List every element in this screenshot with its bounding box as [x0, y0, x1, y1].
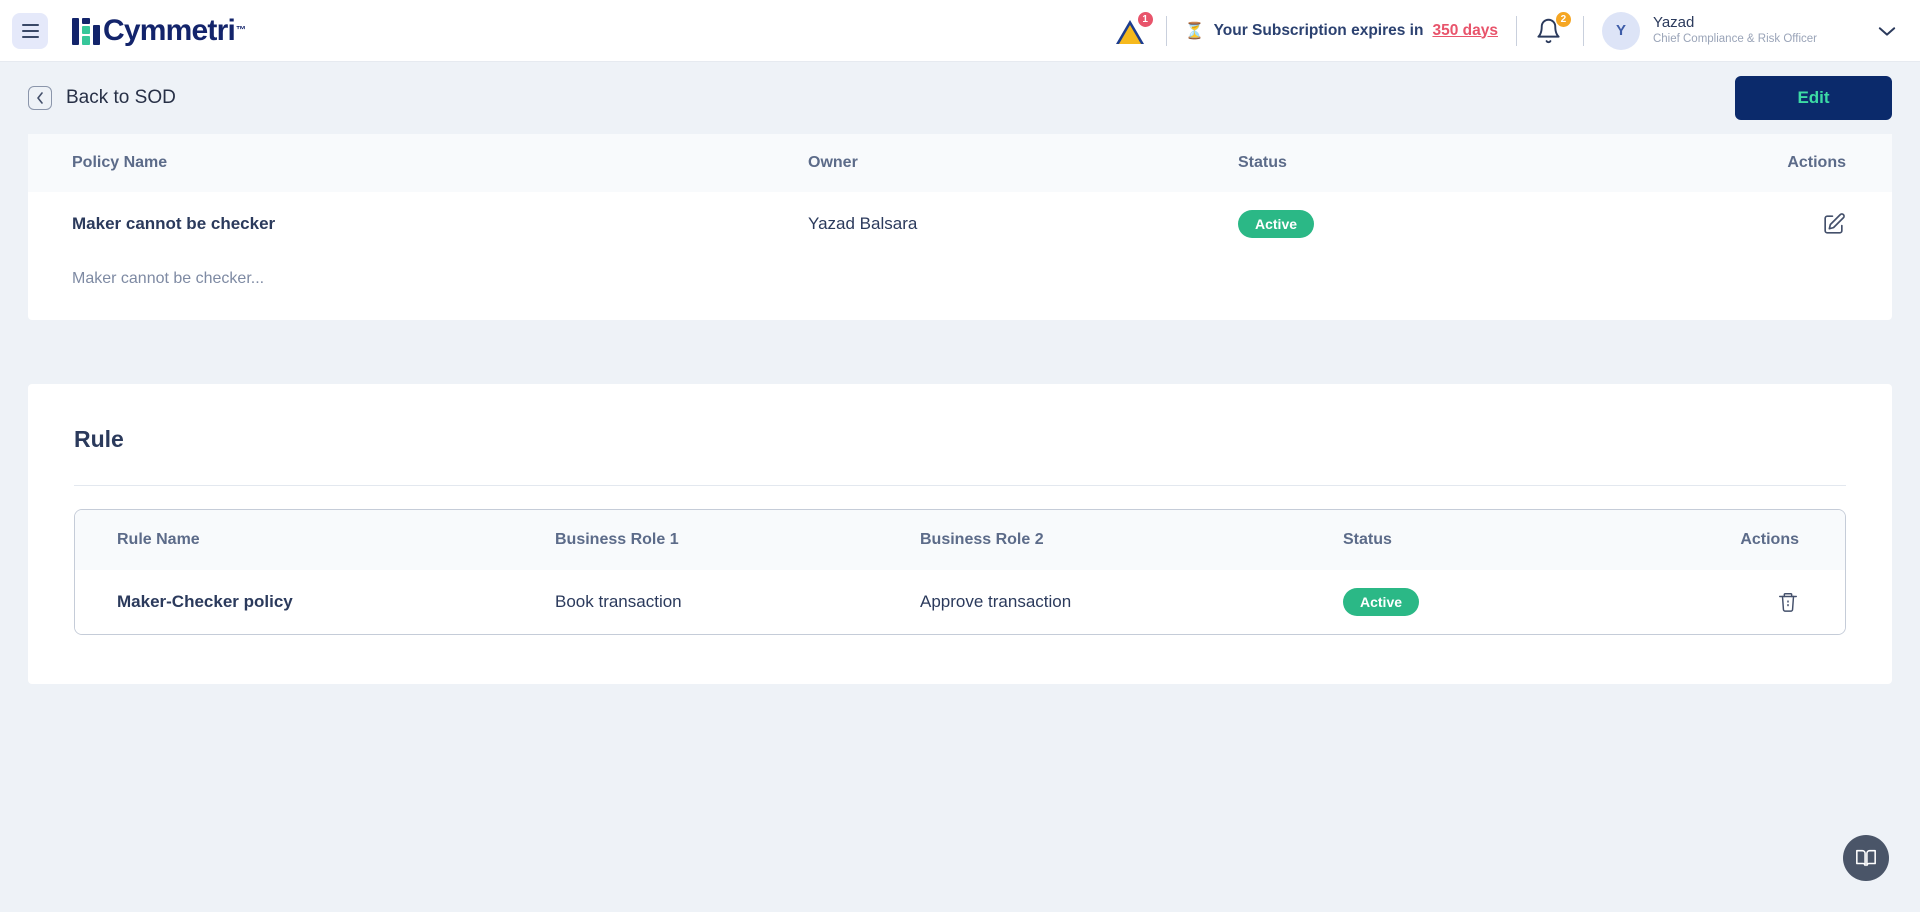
column-header-policy-name: Policy Name — [72, 154, 168, 171]
rule-table-body: Maker-Checker policy Book transaction Ap… — [75, 570, 1845, 634]
table-row: Maker-Checker policy Book transaction Ap… — [75, 570, 1845, 634]
policy-header-row: Policy Name Owner Status Actions — [28, 134, 1892, 192]
cell-business-role-1: Book transaction — [555, 592, 682, 611]
chevron-left-icon[interactable] — [28, 86, 52, 110]
brand-logo[interactable]: Cymmetri ™ — [72, 13, 246, 47]
user-role: Chief Compliance & Risk Officer — [1652, 33, 1817, 45]
avatar: Y — [1601, 11, 1640, 50]
header-right-cluster: 1 ⏳ Your Subscription expires in 350 day… — [1114, 0, 1896, 61]
cell-actions — [1658, 192, 1892, 256]
cymmetri-logo-mark — [72, 17, 100, 45]
logo-segment-green — [82, 35, 90, 45]
rule-section-title: Rule — [74, 426, 124, 452]
header-divider-1 — [1165, 15, 1167, 46]
column-header-rule-name: Rule Name — [117, 531, 200, 548]
column-header-status: Status — [1238, 154, 1287, 171]
open-book-icon — [1856, 849, 1876, 867]
trash-delete-glyph — [1779, 593, 1797, 612]
cell-rule-status: Active — [1343, 570, 1663, 634]
header-divider-3 — [1582, 15, 1584, 46]
sub-header: Back to SOD Edit — [0, 62, 1920, 134]
warning-triangle-icon[interactable]: 1 — [1114, 10, 1154, 48]
status-badge: Active — [1343, 588, 1420, 616]
policy-table-body: Maker cannot be checker Yazad Balsara Ac… — [28, 192, 1892, 256]
rule-divider — [74, 485, 1846, 486]
user-info: Yazad Chief Compliance & Risk Officer — [1653, 14, 1817, 47]
user-name: Yazad — [1652, 14, 1695, 31]
rule-card: Rule Rule Name Business Role 1 Business … — [28, 384, 1892, 684]
subscription-days-link[interactable]: 350 days — [1432, 21, 1498, 39]
edit-button[interactable]: Edit — [1735, 76, 1892, 120]
cell-rule-actions — [1663, 570, 1845, 634]
bell-glyph — [1537, 18, 1560, 43]
policy-description: Maker cannot be checker... — [72, 270, 265, 287]
column-header-owner: Owner — [808, 154, 858, 171]
column-header-rule-actions: Actions — [1740, 531, 1799, 548]
chevron-left-glyph — [37, 92, 43, 104]
column-header-business-role-2: Business Role 2 — [920, 531, 1044, 548]
edit-pencil-glyph — [1824, 212, 1845, 234]
brand-trademark: ™ — [235, 25, 246, 36]
cell-business-role-2: Approve transaction — [920, 592, 1072, 611]
column-header-business-role-1: Business Role 1 — [555, 531, 679, 548]
header-divider-2 — [1515, 15, 1517, 46]
subscription-text: Your Subscription expires in — [1213, 21, 1424, 39]
logo-bar-middle — [82, 17, 90, 45]
logo-segment-green — [82, 25, 90, 34]
rule-table-head: Rule Name Business Role 1 Business Role … — [75, 510, 1845, 570]
warning-count-badge: 1 — [1136, 10, 1154, 28]
hamburger-line — [21, 35, 39, 38]
back-label: Back to SOD — [66, 87, 176, 108]
warning-triangle-inner — [1118, 24, 1141, 44]
card-gap — [0, 320, 1920, 384]
help-guide-fab[interactable] — [1843, 835, 1889, 881]
chevron-down-glyph — [1878, 26, 1896, 36]
column-header-rule-status: Status — [1343, 531, 1392, 548]
logo-bar-right — [93, 24, 100, 45]
user-profile-menu[interactable]: Y Yazad Chief Compliance & Risk Officer — [1601, 11, 1896, 50]
top-header-bar: Cymmetri ™ 1 ⏳ Your Subscription expires… — [0, 0, 1920, 62]
rule-table: Rule Name Business Role 1 Business Role … — [75, 510, 1845, 634]
rule-table-container: Rule Name Business Role 1 Business Role … — [74, 509, 1846, 635]
cell-policy-name: Maker cannot be checker — [72, 214, 276, 233]
policy-card: Policy Name Owner Status Actions Maker c… — [28, 134, 1892, 320]
logo-segment-navy — [82, 17, 90, 24]
cell-rule-name: Maker-Checker policy — [117, 592, 293, 611]
brand-name: Cymmetri — [103, 13, 236, 47]
chevron-down-icon[interactable] — [1878, 22, 1896, 40]
rule-header-row: Rule Name Business Role 1 Business Role … — [75, 510, 1845, 570]
hamburger-menu-icon[interactable] — [12, 12, 48, 49]
edit-pencil-icon[interactable] — [1821, 212, 1846, 237]
page-body: Back to SOD Edit Policy Name Owner Statu… — [0, 62, 1920, 912]
policy-table-head: Policy Name Owner Status Actions — [28, 134, 1892, 192]
column-header-actions: Actions — [1787, 154, 1846, 171]
hourglass-icon: ⏳ — [1184, 22, 1205, 40]
policy-table: Policy Name Owner Status Actions Maker c… — [28, 134, 1892, 256]
trash-delete-icon[interactable] — [1777, 591, 1799, 613]
cell-owner: Yazad Balsara — [808, 214, 918, 233]
subscription-notice[interactable]: ⏳ Your Subscription expires in 350 days — [1185, 21, 1498, 41]
notification-count-badge: 2 — [1554, 10, 1572, 28]
status-badge: Active — [1238, 210, 1315, 238]
back-to-sod-link[interactable]: Back to SOD — [28, 86, 176, 110]
hamburger-line — [21, 23, 39, 26]
bell-icon[interactable]: 2 — [1535, 10, 1572, 47]
table-row: Maker cannot be checker Yazad Balsara Ac… — [28, 192, 1892, 256]
cell-status: Active — [1238, 192, 1658, 256]
hamburger-line — [21, 29, 39, 32]
logo-bar-left — [72, 17, 79, 45]
